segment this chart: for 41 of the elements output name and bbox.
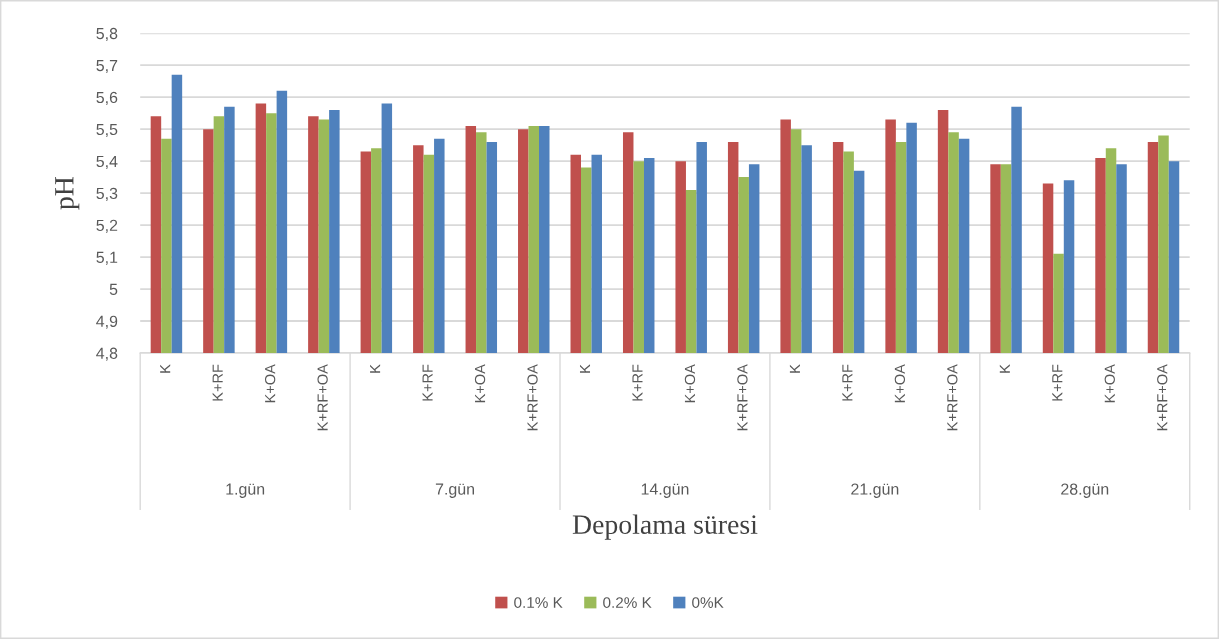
x-tick-label: K+OA <box>474 364 486 403</box>
x-tick-label: K+OA <box>894 364 906 403</box>
x-tick-label: K <box>999 364 1010 373</box>
legend-label: 0%K <box>692 597 724 608</box>
x-tick-label: K <box>160 364 171 373</box>
x-tick-label: K+RF <box>422 364 433 401</box>
x-tick-label: K+RF <box>842 364 853 401</box>
x-tick-label: K <box>789 364 800 373</box>
y-tick-label: 5,6 <box>96 91 118 106</box>
y-tick-label: 5,7 <box>96 60 118 74</box>
y-tick-label: 5,2 <box>96 219 118 233</box>
y-tick-label: 5,5 <box>96 123 118 137</box>
text: 28.gün <box>1061 483 1109 498</box>
x-tick-label: K+RF+OA <box>947 364 958 431</box>
x-tick-label: K+RF+OA <box>1157 364 1168 431</box>
x-tick-label: K+OA <box>264 364 276 403</box>
y-tick-label: 5,4 <box>96 155 118 169</box>
x-tick-label: K+OA <box>684 364 696 403</box>
x-tick-label: K+RF+OA <box>527 364 538 431</box>
text: 7.gün <box>435 483 474 498</box>
text: 14.gün <box>641 483 689 498</box>
x-tick-label: K+OA <box>1104 364 1115 403</box>
x-tick-label: K+RF+OA <box>317 364 328 431</box>
y-tick-label: 5,8 <box>96 27 118 42</box>
x-tick-label: K+RF <box>632 364 643 401</box>
legend-label: 0.2% K <box>603 597 652 608</box>
y-tick-label: 5 <box>109 283 118 295</box>
y-tick-label: 5,3 <box>96 187 118 201</box>
text: 1.gün <box>226 483 265 498</box>
y-tick-label: 5,1 <box>96 251 118 265</box>
y-tick-label: 4,9 <box>96 315 118 329</box>
x-tick-label: K+RF+OA <box>737 364 748 431</box>
text: 21.gün <box>851 483 899 498</box>
x-tick-label: K+RF <box>212 364 223 401</box>
y-tick-label: 4,8 <box>96 347 118 361</box>
x-axis-title: Depolama süresi <box>572 514 758 540</box>
legend-label: 0.1% K <box>514 597 563 608</box>
x-tick-label: K <box>370 364 381 373</box>
y-axis-title: pH <box>55 176 80 210</box>
x-tick-label: K <box>579 364 591 373</box>
x-tick-label: K+RF <box>1052 364 1063 401</box>
